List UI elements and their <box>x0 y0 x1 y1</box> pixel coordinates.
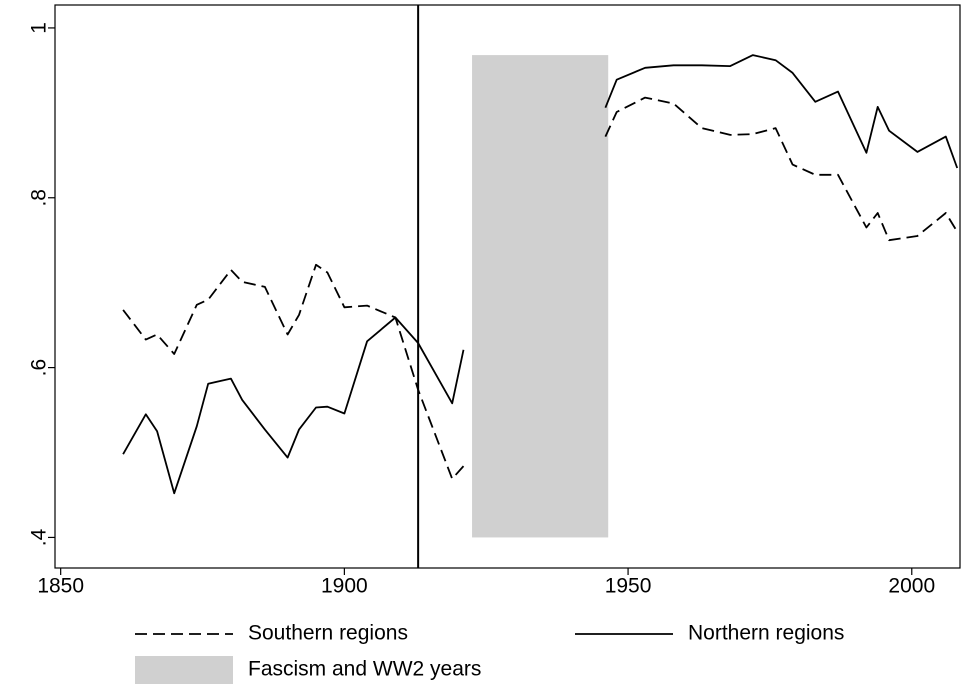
legend-swatch <box>135 656 233 684</box>
legend-label: Northern regions <box>688 622 844 645</box>
shaded-period <box>472 55 609 538</box>
plot-frame <box>54 4 961 569</box>
y-tick-label: 1 <box>28 22 51 34</box>
x-tick-label: 2000 <box>888 575 935 598</box>
y-tick-label: .8 <box>28 189 51 207</box>
y-tick-label: .6 <box>28 359 51 377</box>
series-line <box>122 54 959 495</box>
x-tick-label: 1950 <box>605 575 652 598</box>
x-tick-label: 1850 <box>37 575 84 598</box>
legend-label: Southern regions <box>248 622 408 645</box>
y-tick-label: .4 <box>28 528 51 546</box>
x-tick-label: 1900 <box>321 575 368 598</box>
legend-label: Fascism and WW2 years <box>248 658 481 681</box>
